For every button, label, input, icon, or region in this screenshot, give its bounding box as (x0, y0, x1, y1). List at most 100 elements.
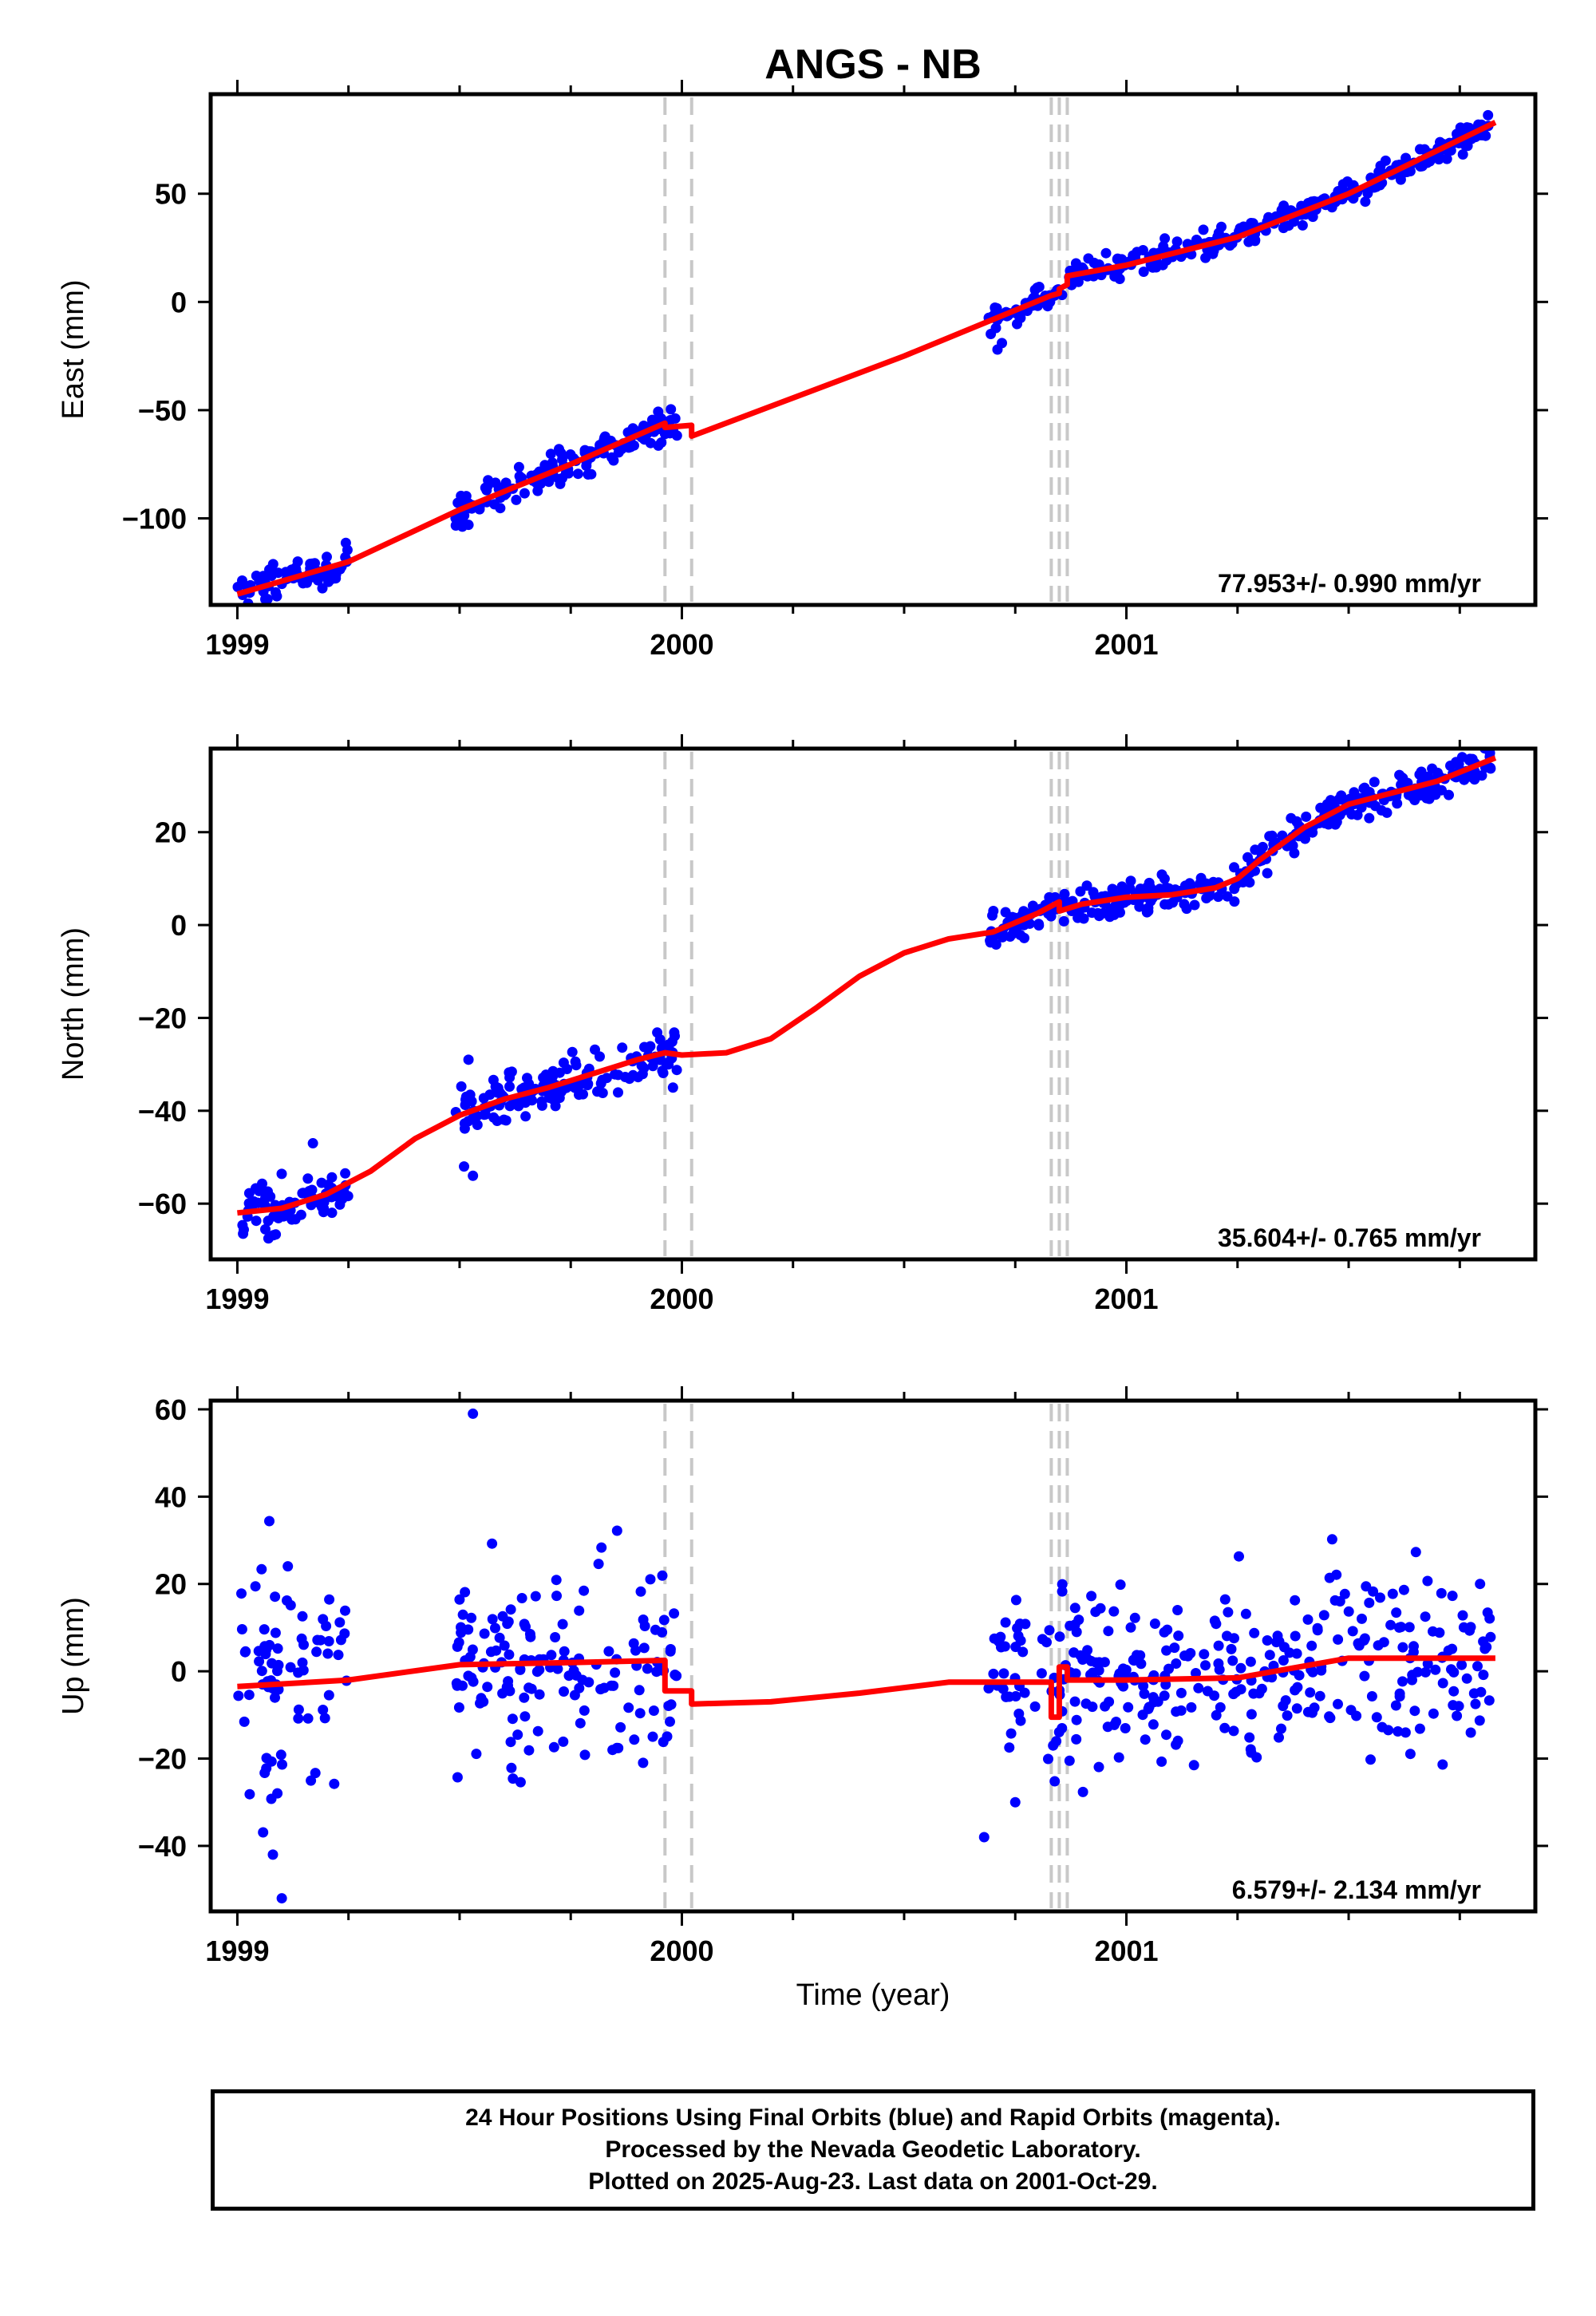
data-point (499, 1640, 510, 1651)
data-point (1290, 1595, 1301, 1606)
data-point (1383, 1725, 1394, 1736)
y-tick-label: −40 (138, 1095, 187, 1128)
model-line (237, 755, 1497, 1216)
data-point (1246, 1709, 1257, 1720)
x-tick-label: 2000 (650, 1282, 713, 1315)
data-point (611, 1525, 622, 1536)
data-point (323, 1690, 334, 1701)
data-point (1483, 109, 1494, 121)
data-point (986, 329, 997, 339)
data-point (1229, 1633, 1239, 1644)
data-point (276, 1168, 287, 1180)
data-point (507, 1713, 518, 1725)
data-point (1339, 1588, 1350, 1599)
data-point (1044, 1625, 1055, 1636)
footer-line-2: Processed by the Nevada Geodetic Laborat… (605, 2136, 1141, 2163)
data-point (530, 1591, 541, 1602)
data-point (1404, 1749, 1416, 1760)
data-point (481, 484, 492, 496)
data-point (1420, 1611, 1431, 1622)
data-point (1004, 1742, 1015, 1753)
data-point (1216, 221, 1227, 232)
data-point (271, 587, 281, 598)
data-point (582, 1080, 593, 1091)
data-point (1125, 1622, 1136, 1633)
data-point (1058, 915, 1069, 927)
data-point (538, 1072, 549, 1083)
data-point (1456, 1659, 1468, 1670)
data-point (478, 1093, 489, 1104)
data-point (557, 454, 567, 465)
data-point (596, 1542, 607, 1553)
data-point (479, 1109, 490, 1120)
data-point (1010, 1691, 1021, 1701)
data-point (236, 1624, 247, 1634)
data-point (559, 1646, 570, 1657)
data-point (1437, 1759, 1448, 1770)
data-point (254, 575, 265, 587)
data-point (1229, 896, 1240, 907)
data-point (1441, 153, 1452, 164)
rate-label: 6.579+/- 2.134 mm/yr (1232, 1875, 1481, 1904)
plot-frame (208, 1398, 1538, 1914)
data-point (311, 1646, 322, 1658)
data-point (1249, 1627, 1260, 1638)
data-point (634, 1685, 645, 1696)
data-point (233, 1690, 244, 1701)
data-point (570, 1056, 581, 1067)
data-point (670, 1670, 681, 1680)
data-point (1117, 1680, 1128, 1691)
data-point (1081, 880, 1092, 891)
data-point (256, 1666, 267, 1677)
data-point (1169, 1642, 1180, 1654)
data-point (554, 444, 564, 455)
data-point (575, 1717, 586, 1729)
data-point (1371, 1712, 1382, 1723)
data-point (1484, 1613, 1495, 1624)
data-point (559, 1686, 569, 1697)
data-point (297, 1611, 308, 1622)
data-point (260, 1649, 271, 1660)
data-point (270, 1627, 281, 1638)
data-point (1342, 176, 1353, 187)
data-point (1045, 911, 1057, 922)
data-point (490, 1622, 500, 1634)
data-point (985, 937, 996, 948)
data-point (1102, 1721, 1113, 1733)
plot-frame (208, 92, 1538, 607)
data-point (1013, 1630, 1024, 1642)
data-point (1397, 1642, 1408, 1653)
data-point (267, 1658, 278, 1669)
data-point (466, 1612, 477, 1623)
data-point (1033, 919, 1045, 930)
data-point (572, 468, 583, 480)
data-point (1000, 1617, 1011, 1628)
data-point (1240, 1608, 1251, 1619)
data-point (326, 567, 337, 579)
data-point (1324, 1572, 1335, 1583)
data-point (1306, 1640, 1317, 1651)
x-tick-label: 2000 (650, 628, 713, 661)
data-point (322, 551, 332, 563)
data-point (574, 1682, 585, 1694)
data-points (232, 109, 1494, 605)
data-point (1139, 1688, 1150, 1699)
data-point (1357, 1613, 1367, 1624)
data-point (1302, 1706, 1314, 1717)
data-point (239, 1716, 250, 1727)
data-point (557, 1618, 568, 1630)
data-point (1360, 196, 1371, 207)
data-point (978, 1832, 990, 1843)
data-point (258, 1827, 269, 1838)
data-point (608, 455, 619, 466)
data-point (463, 1054, 474, 1065)
data-point (669, 1608, 680, 1619)
data-point (471, 1749, 482, 1760)
data-point (1070, 1668, 1081, 1679)
data-point (1464, 1625, 1476, 1636)
data-point (1408, 1641, 1419, 1652)
data-point (1036, 1668, 1047, 1679)
data-point (657, 1065, 668, 1077)
data-point (1173, 1630, 1184, 1642)
data-point (1446, 1664, 1456, 1675)
